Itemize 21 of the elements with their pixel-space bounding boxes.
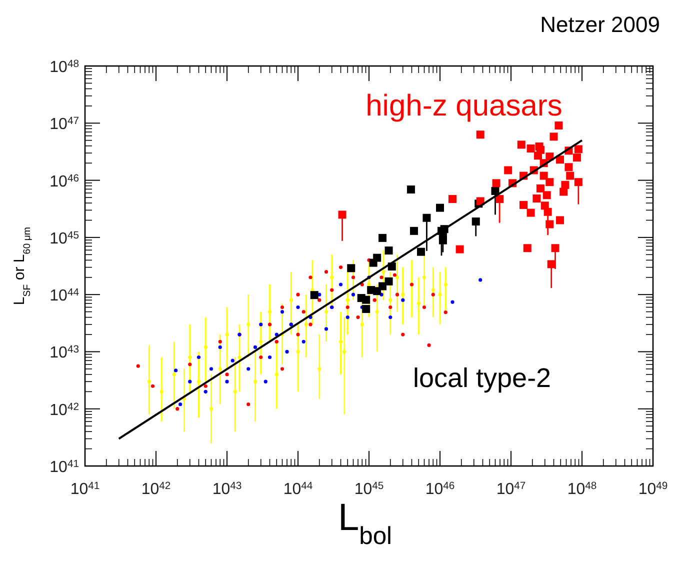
- x-tick-label: 10$^{44}$: [283, 480, 313, 498]
- x-tick-label: 10$^{49}$: [638, 480, 668, 498]
- x-tick-label: 10$^{48}$: [567, 480, 597, 498]
- y-tick-label: 10$^{42}$: [50, 401, 80, 419]
- y-tick-label: 10$^{47}$: [50, 116, 80, 134]
- y-tick-label: 10$^{48}$: [50, 58, 80, 76]
- x-axis-title: L$_{bol}$: [338, 497, 392, 550]
- x-tick-label: 10$^{43}$: [212, 480, 242, 498]
- annotation: local type-2: [413, 363, 552, 393]
- y-tick-label: 10$^{44}$: [50, 287, 80, 305]
- series-label: high-z quasars: [366, 89, 562, 122]
- x-tick-label: 10$^{41}$: [70, 480, 100, 498]
- text: Netzer 2009: [540, 12, 660, 37]
- x-tick-label: 10$^{42}$: [141, 480, 171, 498]
- x-tick-label: 10$^{45}$: [354, 480, 384, 498]
- y-tick-label: 10$^{41}$: [50, 458, 80, 476]
- x-tick-label: 10$^{46}$: [425, 480, 455, 498]
- y-tick-label: 10$^{43}$: [50, 344, 80, 362]
- y-tick-label: 10$^{45}$: [50, 230, 80, 248]
- y-tick-label: 10$^{46}$: [50, 172, 80, 190]
- x-tick-label: 10$^{47}$: [496, 480, 526, 498]
